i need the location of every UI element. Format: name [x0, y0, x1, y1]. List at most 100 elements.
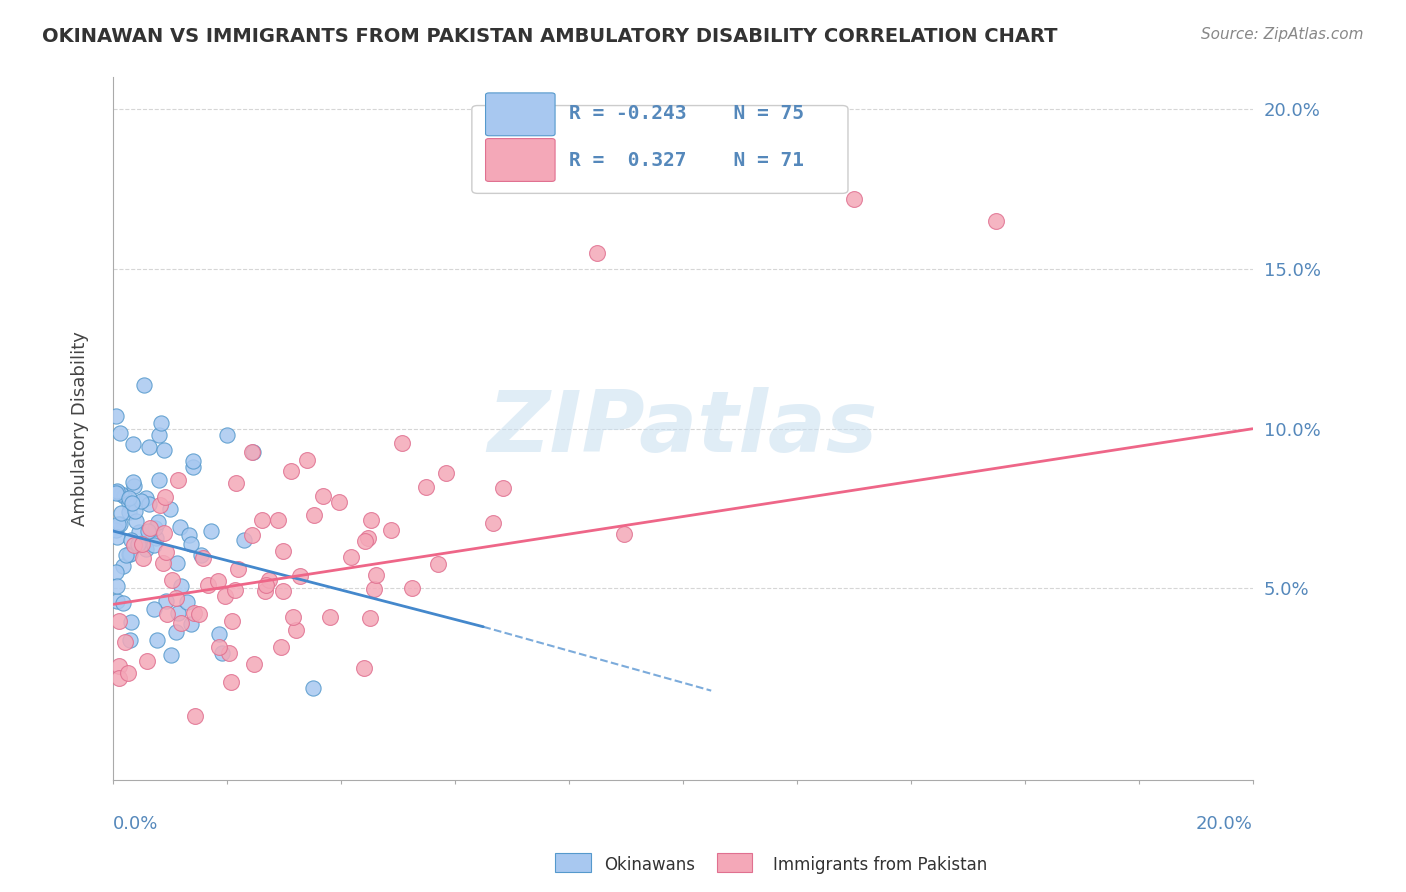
- Point: [122, 436, 145, 450]
- Point: [240, 445, 263, 459]
- Point: [108, 658, 131, 673]
- Point: [359, 611, 381, 625]
- Point: [159, 501, 181, 516]
- Point: [153, 526, 176, 541]
- Point: [357, 531, 380, 545]
- Point: [138, 497, 160, 511]
- Point: [110, 506, 132, 520]
- Text: Source: ZipAtlas.com: Source: ZipAtlas.com: [1201, 27, 1364, 42]
- Point: [160, 573, 183, 587]
- Point: [165, 625, 187, 640]
- Point: [288, 569, 311, 583]
- Point: [122, 479, 145, 493]
- Point: [181, 459, 204, 474]
- Point: [363, 582, 385, 596]
- Point: [104, 484, 127, 499]
- Point: [153, 442, 176, 457]
- Point: [187, 607, 209, 621]
- Point: [328, 495, 350, 509]
- Point: [360, 513, 382, 527]
- Point: [401, 581, 423, 595]
- Point: [318, 610, 340, 624]
- Bar: [717, 853, 752, 872]
- Point: [613, 527, 636, 541]
- FancyBboxPatch shape: [472, 105, 848, 194]
- Point: [127, 537, 149, 551]
- Point: [302, 508, 325, 522]
- Point: [339, 550, 361, 565]
- Point: [149, 416, 172, 430]
- Point: [120, 533, 142, 547]
- Point: [183, 709, 205, 723]
- Point: [242, 445, 264, 459]
- Point: [169, 579, 191, 593]
- Point: [366, 568, 388, 582]
- Point: [214, 590, 236, 604]
- Point: [211, 646, 233, 660]
- Point: [120, 633, 142, 648]
- Point: [253, 584, 276, 599]
- Point: [143, 538, 166, 552]
- Text: ZIPatlas: ZIPatlas: [488, 387, 877, 470]
- Point: [117, 666, 139, 681]
- Point: [156, 607, 179, 622]
- Point: [107, 517, 129, 532]
- Point: [224, 582, 246, 597]
- Point: [481, 516, 503, 530]
- Point: [434, 467, 457, 481]
- Point: [132, 551, 155, 566]
- Point: [491, 481, 513, 495]
- Point: [105, 483, 128, 498]
- Point: [297, 452, 319, 467]
- Text: R =  0.327    N = 71: R = 0.327 N = 71: [569, 151, 804, 169]
- Point: [219, 674, 242, 689]
- Point: [285, 623, 308, 637]
- Point: [354, 534, 377, 549]
- Point: [181, 454, 204, 468]
- Text: R = -0.243    N = 75: R = -0.243 N = 75: [569, 104, 804, 123]
- Text: Immigrants from Pakistan: Immigrants from Pakistan: [773, 856, 987, 874]
- Point: [148, 473, 170, 487]
- Point: [105, 594, 128, 608]
- Point: [136, 524, 159, 538]
- Point: [391, 436, 413, 450]
- Point: [120, 615, 142, 629]
- Point: [138, 440, 160, 454]
- Point: [120, 548, 142, 562]
- Point: [267, 513, 290, 527]
- Point: [110, 425, 132, 440]
- Point: [183, 606, 205, 620]
- Point: [842, 192, 865, 206]
- Point: [135, 654, 157, 668]
- Point: [426, 557, 449, 571]
- Point: [208, 627, 231, 641]
- Point: [281, 609, 304, 624]
- Point: [138, 521, 160, 535]
- Point: [117, 547, 139, 561]
- Point: [115, 548, 138, 562]
- Point: [128, 537, 150, 551]
- Point: [165, 591, 187, 606]
- Point: [145, 633, 167, 648]
- Point: [176, 595, 198, 609]
- Point: [121, 495, 143, 509]
- Point: [118, 491, 141, 505]
- Point: [124, 514, 146, 528]
- Point: [114, 634, 136, 648]
- Point: [200, 524, 222, 538]
- Point: [146, 515, 169, 529]
- Point: [160, 648, 183, 662]
- Point: [166, 556, 188, 570]
- Point: [257, 573, 280, 587]
- Point: [149, 498, 172, 512]
- Point: [135, 542, 157, 557]
- Point: [128, 525, 150, 540]
- Point: [180, 617, 202, 632]
- Point: [135, 491, 157, 506]
- FancyBboxPatch shape: [485, 93, 555, 136]
- Point: [153, 490, 176, 504]
- Point: [104, 486, 127, 500]
- Point: [118, 496, 141, 510]
- Point: [131, 537, 153, 551]
- Point: [111, 559, 134, 574]
